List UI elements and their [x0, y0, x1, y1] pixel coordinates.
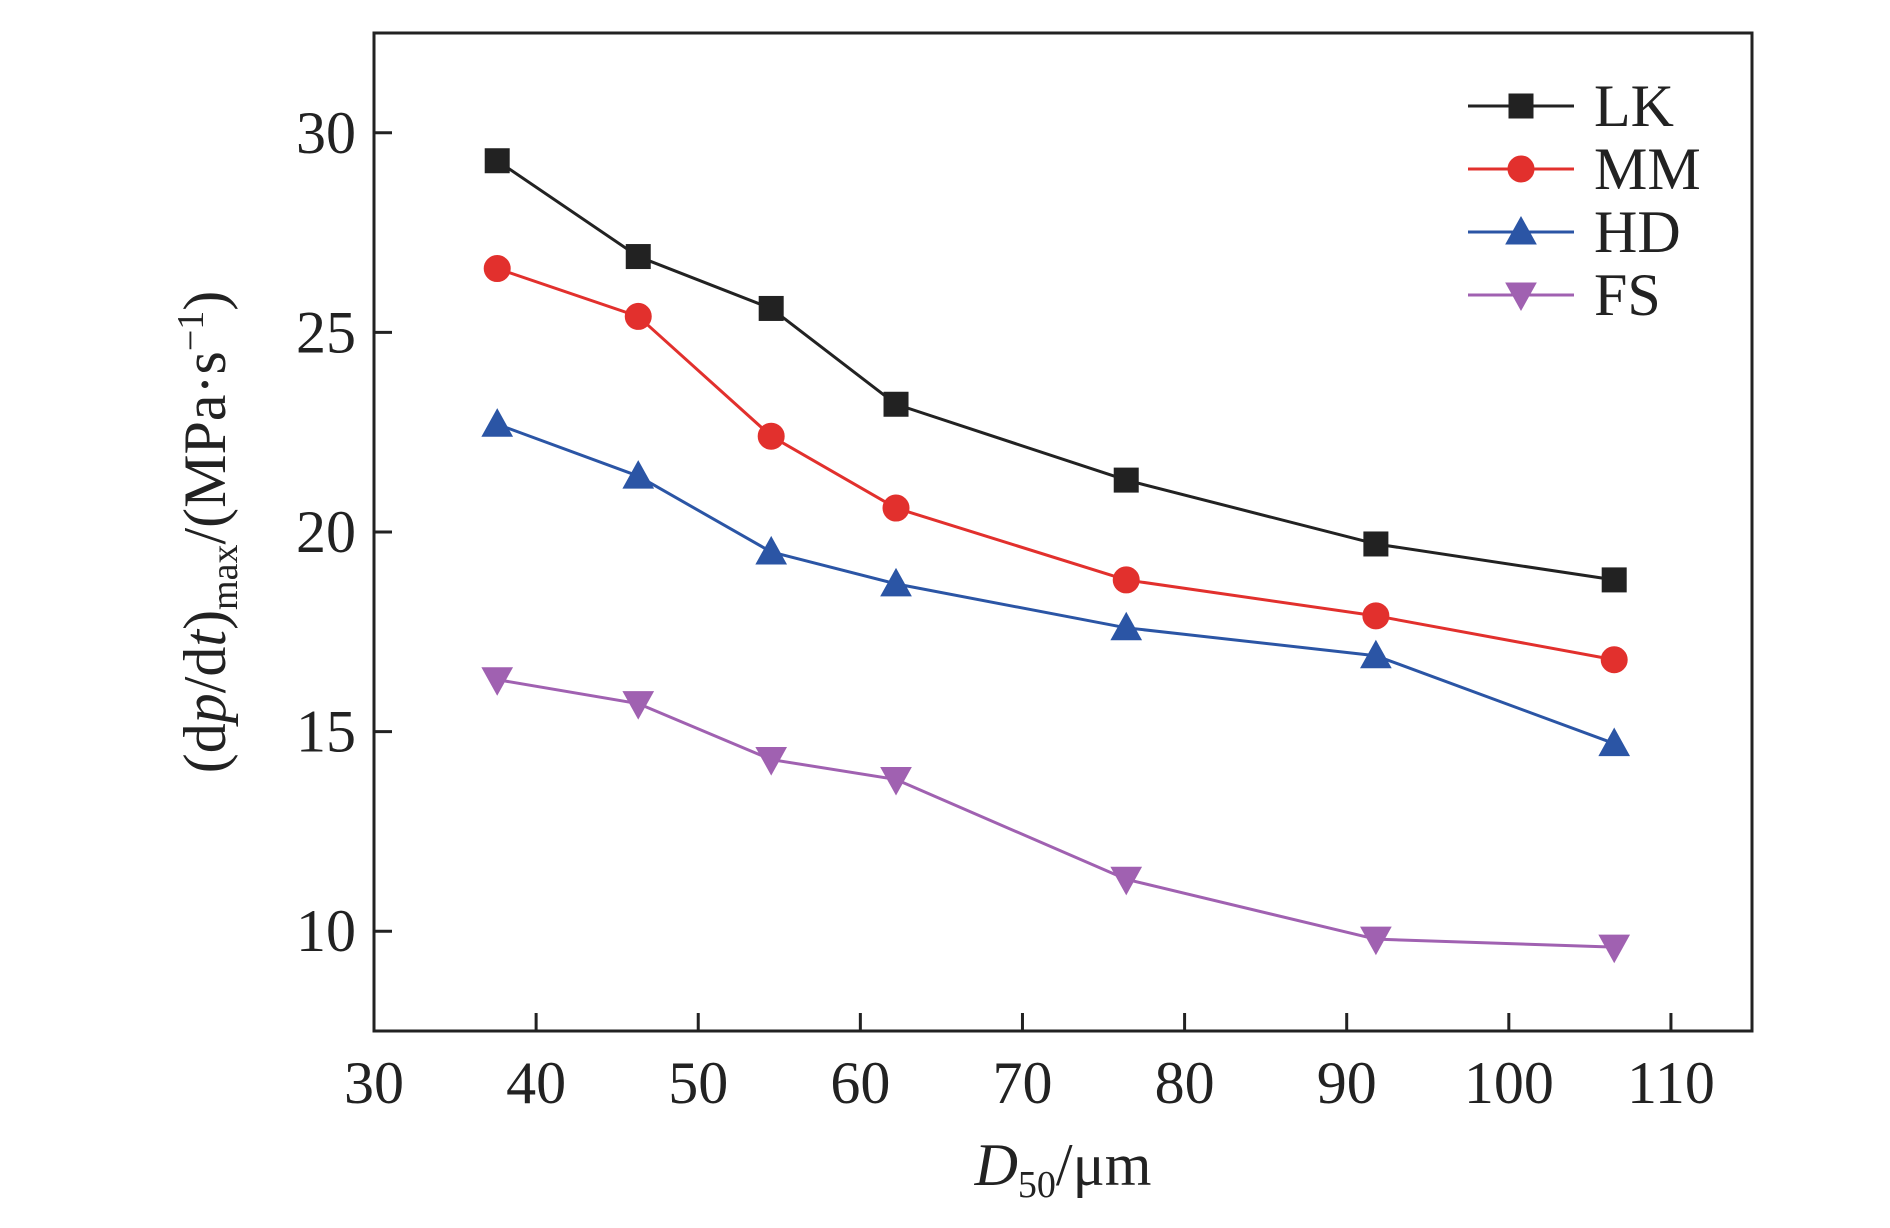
data-point-lk — [883, 391, 909, 417]
data-point-hd — [481, 408, 514, 437]
x-tick-label: 90 — [1317, 1050, 1377, 1116]
series-lk — [484, 148, 1627, 593]
y-axis-title-open: (d — [172, 723, 238, 773]
legend-label-lk: LK — [1594, 73, 1674, 139]
data-point-hd — [1360, 639, 1392, 669]
x-tick-label: 40 — [506, 1050, 566, 1116]
y-tick-label: 30 — [296, 100, 356, 166]
data-point-mm — [624, 302, 652, 330]
x-axis-title-variable: D — [974, 1132, 1018, 1198]
y-axis-title-p: p — [172, 693, 238, 727]
x-axis-title: D50/μm — [974, 1132, 1152, 1206]
x-axis-title-unit: /μm — [1056, 1132, 1152, 1198]
data-point-hd — [1598, 727, 1631, 757]
y-axis-title: (dp/dt)max/(MPa·s−1) — [170, 291, 246, 774]
series-hd — [481, 408, 1631, 757]
x-axis: 30 40 50 60 70 80 90 100 110 — [344, 1013, 1715, 1116]
x-tick-label: 80 — [1155, 1050, 1215, 1116]
series-line-mm — [496, 267, 1615, 662]
x-tick-label: 100 — [1464, 1050, 1554, 1116]
data-point-mm — [1600, 646, 1628, 674]
data-point-lk — [1601, 567, 1627, 593]
data-point-hd — [755, 535, 788, 565]
y-axis-title-end: ) — [172, 291, 238, 311]
data-point-mm — [1112, 566, 1140, 594]
plot-frame — [372, 31, 1754, 1033]
data-point-lk — [625, 244, 651, 270]
series-layer — [481, 148, 1631, 964]
data-point-fs — [1110, 866, 1143, 896]
data-point-hd — [1110, 611, 1143, 641]
y-axis: 10 15 20 25 30 — [296, 100, 392, 964]
y-tick-label: 20 — [296, 499, 356, 565]
series-line-lk — [496, 159, 1615, 582]
x-tick-label: 50 — [668, 1050, 728, 1116]
data-point-fs — [622, 691, 655, 720]
y-tick-label: 25 — [296, 299, 356, 365]
x-tick-label: 30 — [344, 1050, 404, 1116]
y-axis-title-slash: /d — [172, 647, 238, 694]
data-point-fs — [1360, 926, 1392, 956]
data-point-fs — [481, 667, 514, 696]
y-axis-title-unit: /(MPa·s — [172, 351, 238, 544]
x-axis-title-subscript: 50 — [1018, 1164, 1056, 1206]
series-mm — [483, 255, 1628, 674]
series-fs — [481, 667, 1631, 964]
y-axis-title-close: ) — [172, 610, 238, 630]
data-point-mm — [483, 255, 511, 283]
data-point-fs — [880, 767, 912, 796]
series-line-fs — [496, 678, 1615, 949]
data-point-lk — [1113, 467, 1139, 493]
data-point-mm — [757, 422, 785, 450]
legend-item-fs: FS — [1468, 262, 1661, 328]
legend-marker-lk — [1508, 93, 1534, 119]
data-point-hd — [880, 567, 912, 597]
data-point-lk — [484, 148, 510, 174]
y-tick-label: 15 — [296, 699, 356, 765]
data-point-lk — [1363, 531, 1389, 557]
legend-marker-fs — [1505, 282, 1537, 312]
legend-marker-hd — [1505, 215, 1537, 245]
data-point-mm — [1362, 602, 1390, 630]
legend-marker-mm — [1507, 155, 1535, 183]
legend-item-lk: LK — [1468, 73, 1674, 139]
legend-item-hd: HD — [1468, 199, 1681, 265]
data-point-fs — [755, 747, 788, 776]
legend-label-fs: FS — [1594, 262, 1661, 328]
y-tick-label: 10 — [296, 898, 356, 964]
y-axis-title-superscript: −1 — [170, 311, 212, 351]
x-tick-label: 70 — [992, 1050, 1052, 1116]
legend-label-mm: MM — [1594, 136, 1701, 202]
data-point-hd — [622, 460, 655, 489]
data-point-mm — [882, 494, 910, 522]
x-tick-label: 60 — [830, 1050, 890, 1116]
data-point-lk — [758, 295, 784, 321]
series-line-hd — [496, 422, 1615, 745]
legend-label-hd: HD — [1594, 199, 1681, 265]
legend-item-mm: MM — [1468, 136, 1701, 202]
y-axis-title-subscript: max — [204, 545, 246, 610]
x-tick-label: 110 — [1627, 1050, 1715, 1116]
data-point-fs — [1598, 934, 1631, 964]
y-axis-title-t: t — [172, 629, 238, 647]
